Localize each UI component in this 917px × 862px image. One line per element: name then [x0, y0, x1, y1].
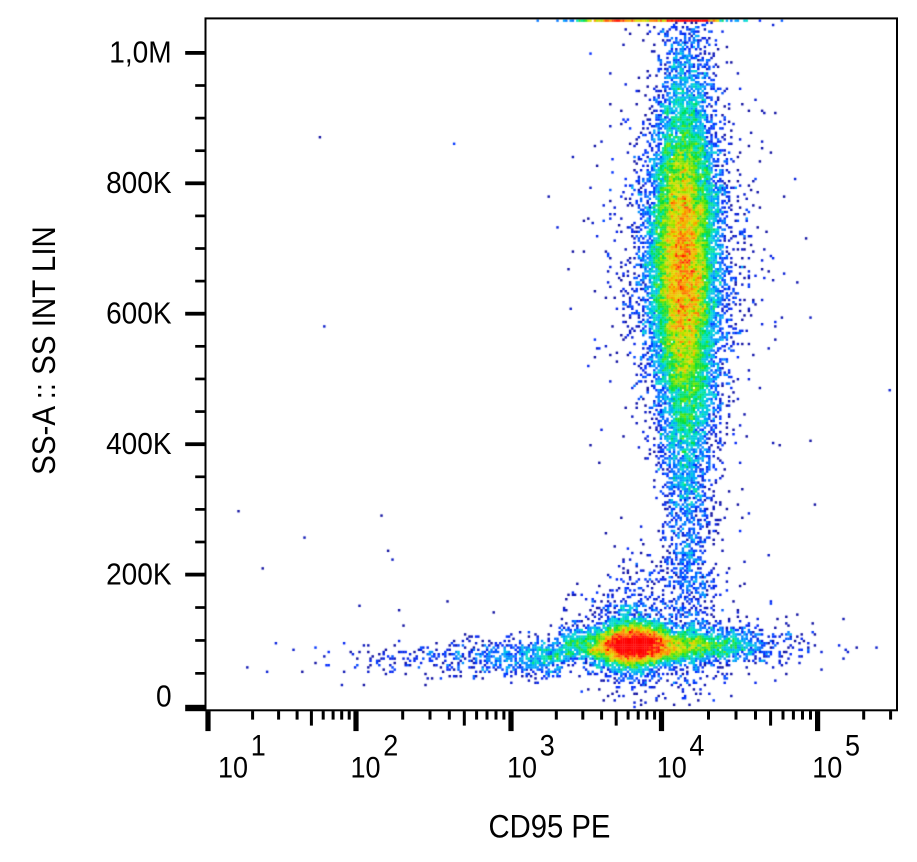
- svg-text:1,0M: 1,0M: [109, 36, 171, 70]
- svg-text:200K: 200K: [106, 557, 172, 591]
- svg-text:104: 104: [657, 729, 705, 785]
- svg-text:103: 103: [507, 729, 555, 785]
- svg-text:105: 105: [812, 729, 860, 785]
- svg-text:0: 0: [156, 679, 172, 713]
- svg-text:600K: 600K: [106, 296, 172, 330]
- svg-text:800K: 800K: [106, 166, 172, 200]
- svg-text:400K: 400K: [106, 427, 172, 461]
- svg-text:102: 102: [351, 729, 399, 785]
- svg-text:CD95 PE: CD95 PE: [489, 808, 611, 845]
- svg-text:SS-A :: SS INT LIN: SS-A :: SS INT LIN: [26, 226, 63, 475]
- svg-text:101: 101: [218, 729, 266, 785]
